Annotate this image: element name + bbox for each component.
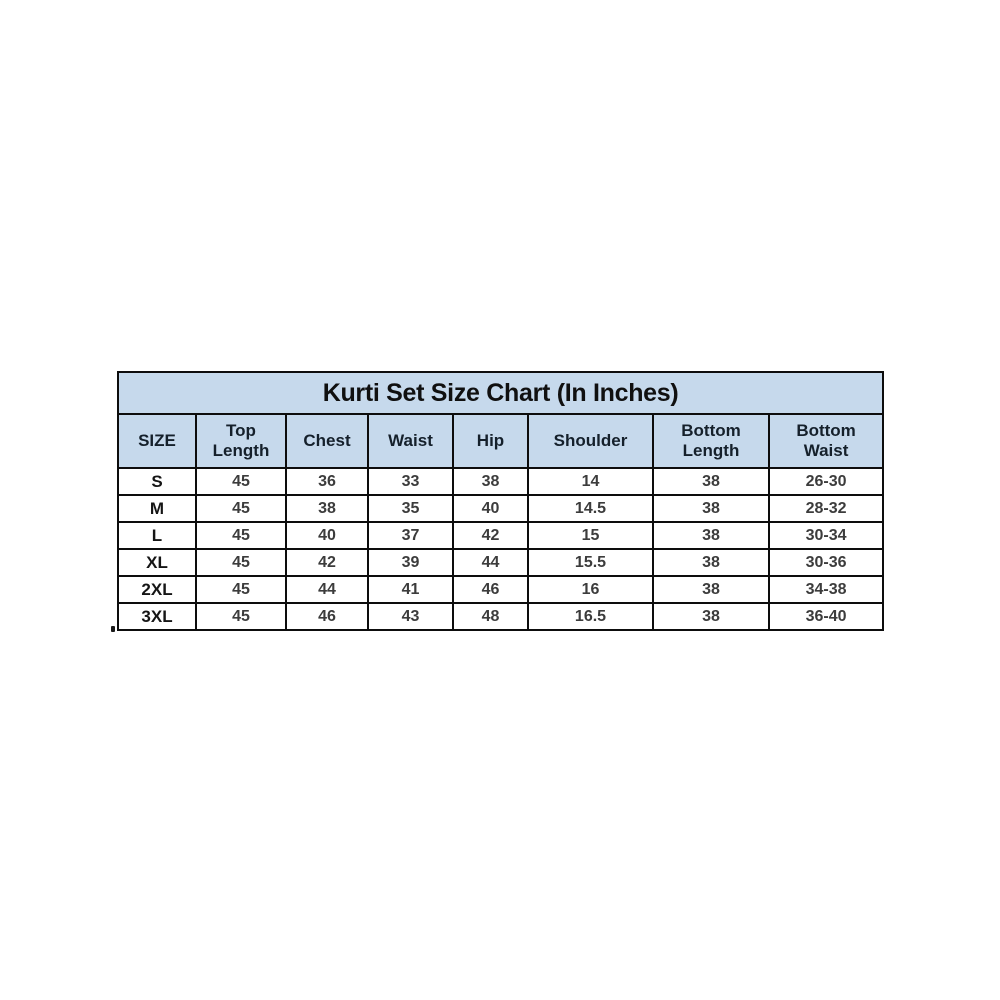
measurement-value: 38 bbox=[452, 467, 529, 496]
title-row: Kurti Set Size Chart (In Inches) bbox=[116, 371, 885, 415]
measurement-value: 39 bbox=[367, 548, 454, 577]
measurement-value: 45 bbox=[195, 602, 287, 631]
measurement-value: 42 bbox=[285, 548, 369, 577]
measurement-value: 33 bbox=[367, 467, 454, 496]
size-row-l: L 45 40 37 42 15 38 30-34 bbox=[117, 521, 885, 550]
measurement-value: 45 bbox=[195, 521, 287, 550]
size-row-3xl: 3XL 45 46 43 48 16.5 38 36-40 bbox=[117, 602, 885, 631]
measurement-value: 42 bbox=[452, 521, 529, 550]
measurement-value: 34-38 bbox=[767, 575, 885, 604]
measurement-value: 38 bbox=[652, 548, 770, 577]
measurement-value: 15.5 bbox=[527, 548, 654, 577]
measurement-value: 14 bbox=[527, 467, 654, 496]
size-label: 2XL bbox=[117, 575, 197, 604]
size-label: 3XL bbox=[117, 602, 197, 631]
measurement-value: 38 bbox=[652, 494, 770, 523]
measurement-value: 35 bbox=[367, 494, 454, 523]
size-label: S bbox=[117, 467, 197, 496]
measurement-value: 38 bbox=[652, 521, 770, 550]
column-header-chest: Chest bbox=[285, 413, 369, 469]
column-header-bottom-waist: Bottom Waist bbox=[767, 413, 885, 469]
size-row-xl: XL 45 42 39 44 15.5 38 30-36 bbox=[117, 548, 885, 577]
measurement-value: 15 bbox=[527, 521, 654, 550]
measurement-value: 38 bbox=[652, 467, 770, 496]
measurement-value: 45 bbox=[195, 548, 287, 577]
column-header-shoulder: Shoulder bbox=[527, 413, 654, 469]
measurement-value: 41 bbox=[367, 575, 454, 604]
size-row-s: S 45 36 33 38 14 38 26-30 bbox=[117, 467, 885, 496]
measurement-value: 45 bbox=[195, 575, 287, 604]
measurement-value: 28-32 bbox=[767, 494, 885, 523]
measurement-value: 30-34 bbox=[767, 521, 885, 550]
measurement-value: 30-36 bbox=[767, 548, 885, 577]
measurement-value: 38 bbox=[285, 494, 369, 523]
stray-ink-mark bbox=[111, 626, 115, 632]
column-header-bottom-length: Bottom Length bbox=[652, 413, 770, 469]
measurement-value: 44 bbox=[452, 548, 529, 577]
measurement-value: 46 bbox=[452, 575, 529, 604]
size-row-2xl: 2XL 45 44 41 46 16 38 34-38 bbox=[117, 575, 885, 604]
measurement-value: 45 bbox=[195, 494, 287, 523]
measurement-value: 36 bbox=[285, 467, 369, 496]
measurement-value: 26-30 bbox=[767, 467, 885, 496]
measurement-value: 38 bbox=[652, 575, 770, 604]
size-label: XL bbox=[117, 548, 197, 577]
measurement-value: 46 bbox=[285, 602, 369, 631]
measurement-value: 16 bbox=[527, 575, 654, 604]
chart-title: Kurti Set Size Chart (In Inches) bbox=[116, 371, 885, 415]
column-header-waist: Waist bbox=[367, 413, 454, 469]
size-label: L bbox=[117, 521, 197, 550]
measurement-value: 40 bbox=[452, 494, 529, 523]
measurement-value: 38 bbox=[652, 602, 770, 631]
measurement-value: 36-40 bbox=[767, 602, 885, 631]
column-header-hip: Hip bbox=[452, 413, 529, 469]
column-header-size: SIZE bbox=[117, 413, 197, 469]
column-header-row: SIZE Top Length Chest Waist Hip Shoulder Botto… bbox=[117, 413, 885, 469]
measurement-value: 44 bbox=[285, 575, 369, 604]
size-label: M bbox=[117, 494, 197, 523]
measurement-value: 40 bbox=[285, 521, 369, 550]
size-chart-table: Kurti Set Size Chart (In Inches) SIZE Top… bbox=[116, 371, 885, 631]
size-row-m: M 45 38 35 40 14.5 38 28-32 bbox=[117, 494, 885, 523]
measurement-value: 37 bbox=[367, 521, 454, 550]
measurement-value: 48 bbox=[452, 602, 529, 631]
measurement-value: 43 bbox=[367, 602, 454, 631]
measurement-value: 16.5 bbox=[527, 602, 654, 631]
column-header-top-length: Top Length bbox=[195, 413, 287, 469]
measurement-value: 14.5 bbox=[527, 494, 654, 523]
measurement-value: 45 bbox=[195, 467, 287, 496]
